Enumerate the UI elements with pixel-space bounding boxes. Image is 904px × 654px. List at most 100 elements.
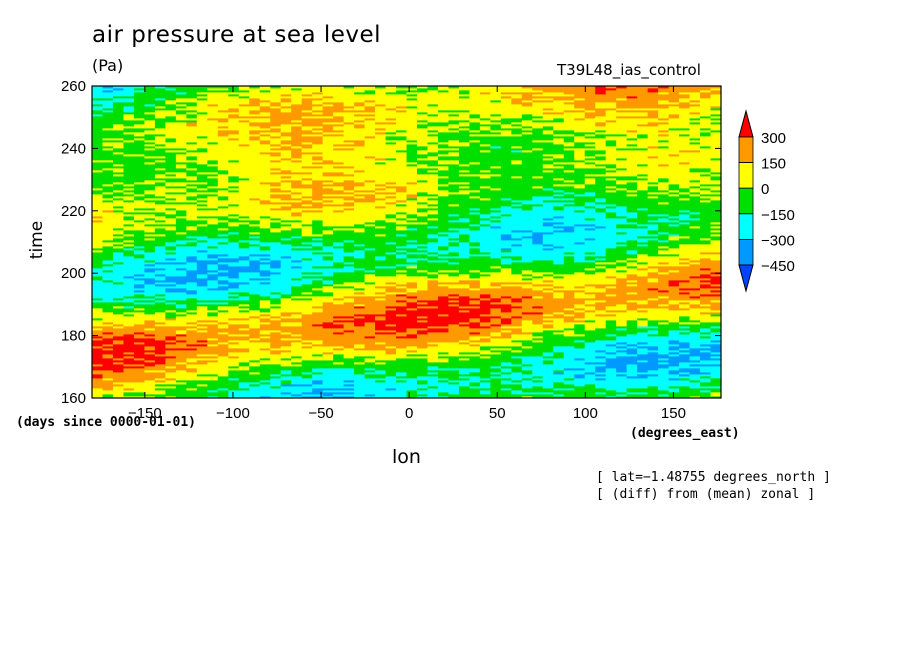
field-cell (416, 366, 428, 369)
field-cell (102, 374, 114, 377)
field-cell (479, 396, 491, 399)
field-cell (605, 366, 617, 369)
field-cell (574, 392, 586, 395)
field-cell (479, 390, 491, 393)
field-cell (616, 386, 628, 389)
field-cell (416, 380, 428, 383)
field-cell (92, 392, 103, 395)
field-cell (165, 392, 177, 395)
field-cell (532, 380, 544, 383)
field-cell (595, 390, 607, 393)
field-cell (658, 370, 669, 373)
field-cell (175, 396, 187, 399)
field-cell (532, 376, 544, 379)
field-cell (553, 388, 565, 391)
field-cell (679, 394, 690, 397)
field-cell (291, 374, 303, 377)
field-cell (689, 392, 701, 395)
field-cell (333, 370, 344, 373)
field-cell (259, 374, 271, 377)
field-cell (375, 396, 386, 399)
field-cell (595, 362, 607, 365)
field-cell (207, 368, 219, 371)
field-cell (689, 366, 701, 369)
field-cell (238, 392, 250, 395)
field-cell (584, 374, 596, 377)
field-cell (154, 388, 166, 391)
field-cell (479, 394, 491, 397)
field-cell (500, 384, 512, 387)
field-cell (291, 380, 303, 383)
field-cell (700, 386, 711, 389)
field-cell (259, 390, 271, 393)
field-cell (385, 362, 397, 365)
field-cell (521, 376, 533, 379)
field-cell (291, 394, 303, 397)
field-cell (490, 388, 502, 391)
field-cell (584, 366, 596, 369)
field-cell (133, 378, 145, 381)
field-cell (458, 368, 470, 371)
field-cell (280, 368, 292, 371)
field-cell (542, 370, 554, 373)
field-cell (679, 370, 690, 373)
field-cell (595, 392, 607, 395)
field-cell (102, 370, 114, 373)
field-cell (490, 374, 502, 377)
field-cell (521, 380, 533, 383)
field-cell (259, 392, 271, 395)
field-cell (144, 366, 156, 369)
field-cell (196, 364, 208, 367)
field-cell (333, 366, 344, 369)
field-cell (165, 366, 177, 369)
field-cell (668, 374, 680, 377)
field-cell (92, 388, 103, 391)
field-cell (542, 366, 554, 369)
field-cell (343, 364, 355, 367)
field-cell (196, 368, 208, 371)
field-cell (416, 396, 428, 399)
field-cell (563, 362, 575, 365)
field-cell (511, 370, 523, 373)
field-cell (280, 382, 292, 385)
field-cell (521, 396, 533, 399)
field-cell (542, 364, 554, 367)
field-cell (364, 374, 376, 377)
field-cell (700, 384, 711, 387)
field-cell (312, 378, 324, 381)
field-cell (375, 392, 386, 395)
field-cell (396, 368, 407, 371)
field-cell (343, 378, 355, 381)
field-cell (437, 396, 449, 399)
field-cell (427, 392, 439, 395)
field-cell (133, 384, 145, 387)
field-cell (354, 390, 365, 393)
field-cell (354, 378, 365, 381)
field-cell (312, 366, 324, 369)
field-cell (385, 390, 397, 393)
field-cell (689, 386, 701, 389)
field-cell (175, 370, 187, 373)
field-cell (207, 378, 219, 381)
field-cell (207, 396, 219, 399)
field-cell (605, 380, 617, 383)
field-cell (354, 370, 365, 373)
field-cell (553, 368, 565, 371)
field-cell (479, 388, 491, 391)
field-cell (154, 376, 166, 379)
field-cell (154, 384, 166, 387)
field-cell (186, 376, 198, 379)
field-cell (385, 384, 397, 387)
field-cell (144, 372, 156, 375)
field-cell (259, 384, 271, 387)
field-cell (595, 372, 607, 375)
field-cell (280, 370, 292, 373)
field-cell (144, 378, 156, 381)
field-cell (312, 380, 324, 383)
field-cell (500, 368, 512, 371)
contour-field (92, 86, 722, 399)
field-cell (616, 396, 628, 399)
field-cell (668, 368, 680, 371)
field-cell (112, 372, 124, 375)
field-cell (123, 386, 135, 389)
